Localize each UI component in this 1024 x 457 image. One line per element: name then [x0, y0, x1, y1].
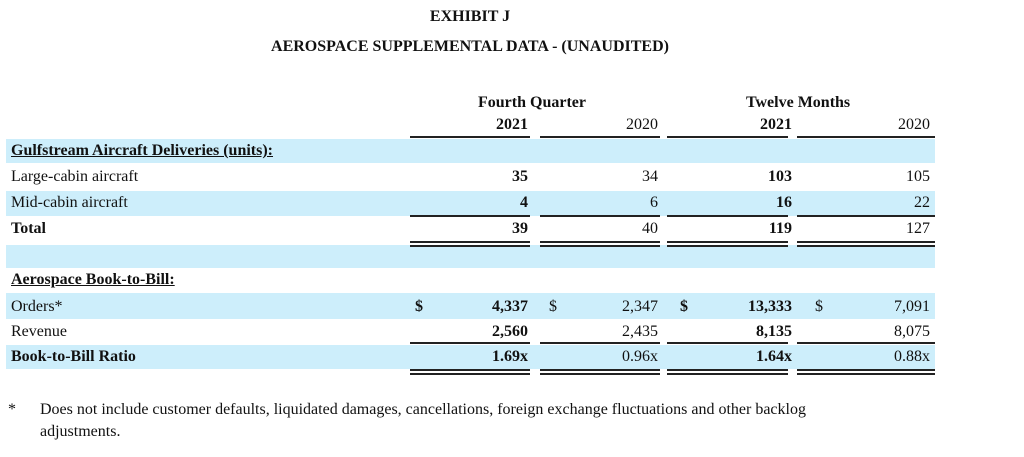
row-label: Mid-cabin aircraft [11, 194, 128, 211]
table-cell: 22 [914, 194, 930, 211]
column-year-header: 2020 [898, 116, 930, 133]
currency-symbol: $ [549, 298, 557, 315]
column-year-header: 2021 [496, 116, 528, 133]
footnote-marker: * [8, 401, 16, 418]
row-label: Large-cabin aircraft [11, 168, 139, 185]
footnote-text: Does not include customer defaults, liqu… [40, 401, 806, 418]
band [6, 245, 935, 268]
table-cell: 127 [906, 220, 930, 237]
total-double-underline [667, 241, 788, 247]
exhibit-subtitle: AEROSPACE SUPPLEMENTAL DATA - (UNAUDITED… [271, 38, 669, 55]
total-double-underline [797, 241, 935, 247]
header-underline [540, 136, 660, 138]
subtotal-underline [540, 342, 660, 344]
band [6, 293, 935, 319]
table-cell: 13,333 [748, 298, 792, 315]
table-cell: 2,560 [492, 323, 528, 340]
row-label: Total [11, 220, 46, 237]
total-double-underline [540, 241, 660, 247]
table-cell: 0.96x [622, 348, 658, 365]
table-cell: 103 [768, 168, 792, 185]
total-double-underline [797, 369, 935, 375]
table-cell: 6 [650, 194, 658, 211]
table-cell: 39 [512, 220, 528, 237]
subtotal-underline [410, 215, 530, 217]
subtotal-underline [667, 215, 788, 217]
column-year-header: 2021 [760, 116, 792, 133]
table-cell: 1.69x [492, 348, 528, 365]
currency-symbol: $ [815, 298, 823, 315]
band [6, 191, 935, 216]
table-cell: 8,075 [894, 323, 930, 340]
table-cell: 4 [520, 194, 528, 211]
subtotal-underline [797, 215, 935, 217]
table-cell: 40 [642, 220, 658, 237]
table-cell: 4,337 [492, 298, 528, 315]
column-year-header: 2020 [626, 116, 658, 133]
table-cell: 16 [776, 194, 792, 211]
section-heading: Gulfstream Aircraft Deliveries (units): [11, 142, 274, 159]
row-label: Revenue [11, 323, 67, 340]
total-double-underline [667, 369, 788, 375]
table-cell: 7,091 [894, 298, 930, 315]
footnote-text-continued: adjustments. [40, 423, 121, 440]
subtotal-underline [667, 342, 788, 344]
table-cell: 105 [906, 168, 930, 185]
table-cell: 35 [512, 168, 528, 185]
band [6, 345, 935, 369]
band [6, 139, 935, 163]
table-cell: 0.88x [894, 348, 930, 365]
exhibit-title: EXHIBIT J [429, 8, 511, 25]
header-underline [410, 136, 530, 138]
table-cell: 119 [768, 220, 792, 237]
row-label: Book-to-Bill Ratio [11, 348, 136, 365]
header-underline [667, 136, 788, 138]
currency-symbol: $ [415, 298, 423, 315]
row-label: Orders* [11, 298, 63, 315]
table-cell: 8,135 [756, 323, 792, 340]
subtotal-underline [797, 342, 935, 344]
total-double-underline [410, 369, 530, 375]
table-cell: 2,435 [622, 323, 658, 340]
section-heading: Aerospace Book-to-Bill: [11, 271, 175, 288]
group-header-fourth-quarter: Fourth Quarter [478, 94, 586, 111]
table-cell: 1.64x [756, 348, 792, 365]
group-header-twelve-months: Twelve Months [746, 94, 851, 111]
total-double-underline [540, 369, 660, 375]
table-cell: 2,347 [622, 298, 658, 315]
subtotal-underline [410, 342, 530, 344]
subtotal-underline [540, 215, 660, 217]
table-cell: 34 [642, 168, 658, 185]
currency-symbol: $ [680, 298, 688, 315]
header-underline [797, 136, 935, 138]
total-double-underline [410, 241, 530, 247]
